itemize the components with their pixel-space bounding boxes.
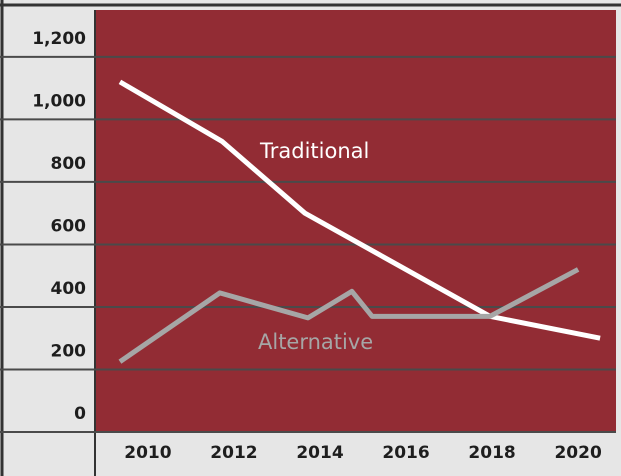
y-tick-label: 1,200 xyxy=(32,29,86,49)
series-label: Traditional xyxy=(259,139,369,163)
y-tick-label: 200 xyxy=(51,341,87,361)
y-tick-label: 400 xyxy=(51,279,87,299)
series-line xyxy=(118,267,580,364)
y-tick-label: 800 xyxy=(51,154,87,174)
y-tick-label: 0 xyxy=(74,404,86,424)
y-tick-label: 1,000 xyxy=(32,91,86,111)
x-tick-label: 2010 xyxy=(124,443,171,463)
x-tick-label: 2020 xyxy=(554,443,601,463)
x-tick-label: 2018 xyxy=(468,443,515,463)
x-tick-label: 2014 xyxy=(296,443,343,463)
x-tick-label: 2016 xyxy=(382,443,429,463)
y-tick-label: 600 xyxy=(51,216,87,236)
series-label: Alternative xyxy=(258,330,373,354)
x-tick-label: 2012 xyxy=(210,443,257,463)
series-line xyxy=(118,79,601,341)
plot-layer: 0 200 400 600 800 1,000 1,200 2010 2012 2014 2016 2… xyxy=(0,10,616,476)
plot-area xyxy=(95,10,616,432)
